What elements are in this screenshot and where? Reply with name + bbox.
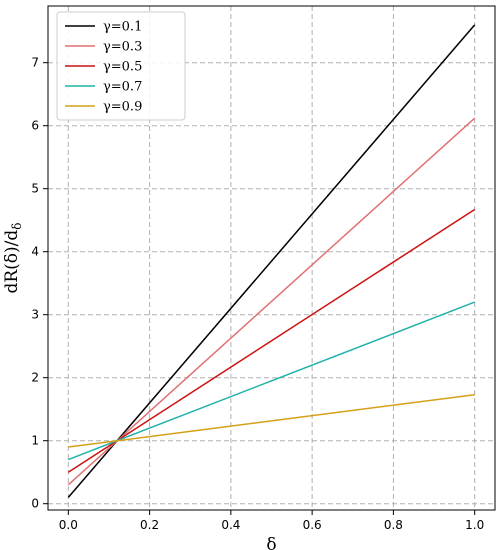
plot-frame bbox=[47, 5, 496, 511]
x-axis-label: δ bbox=[266, 535, 276, 550]
legend-label: γ=0.7 bbox=[103, 80, 142, 95]
x-tick-label: 0.4 bbox=[221, 518, 240, 532]
y-axis-label-main: dR(δ)/d bbox=[2, 230, 22, 294]
series-layer bbox=[67, 24, 476, 498]
legend-label: γ=0.5 bbox=[103, 60, 142, 75]
x-tick-label: 0.0 bbox=[59, 518, 78, 532]
series-line-1 bbox=[67, 117, 476, 486]
y-tick-label: 0 bbox=[31, 497, 39, 511]
y-tick-label: 5 bbox=[31, 182, 39, 196]
legend-label: γ=0.3 bbox=[103, 40, 142, 55]
y-axis-label-subscript: δ bbox=[10, 222, 24, 229]
legend-label: γ=0.1 bbox=[103, 20, 142, 35]
legend-box bbox=[56, 11, 186, 121]
series-line-0 bbox=[67, 24, 476, 498]
y-tick-label: 4 bbox=[31, 245, 39, 259]
series-line-3 bbox=[68, 301, 475, 461]
y-tick-label: 2 bbox=[31, 371, 39, 385]
series-line-2 bbox=[67, 208, 476, 473]
legend: γ=0.1 γ=0.3 γ=0.5 γ=0.7 γ=0.9 bbox=[56, 11, 186, 121]
x-tick-label: 1.0 bbox=[465, 518, 484, 532]
x-tick-label: 0.8 bbox=[384, 518, 403, 532]
x-tick-label: 0.2 bbox=[140, 518, 159, 532]
x-tick-label: 0.6 bbox=[303, 518, 322, 532]
legend-label: γ=0.9 bbox=[103, 100, 142, 115]
y-tick-label: 7 bbox=[31, 56, 39, 70]
y-tick-label: 3 bbox=[31, 308, 39, 322]
ticks: 0.0 0.2 0.4 0.6 0.8 1.0 0 1 2 3 4 5 6 7 bbox=[31, 56, 484, 532]
series-line-4 bbox=[68, 393, 475, 448]
y-tick-label: 6 bbox=[31, 119, 39, 133]
y-tick-label: 1 bbox=[31, 434, 39, 448]
grid bbox=[48, 6, 495, 510]
y-axis-label: dR(δ)/dδ bbox=[2, 222, 24, 293]
